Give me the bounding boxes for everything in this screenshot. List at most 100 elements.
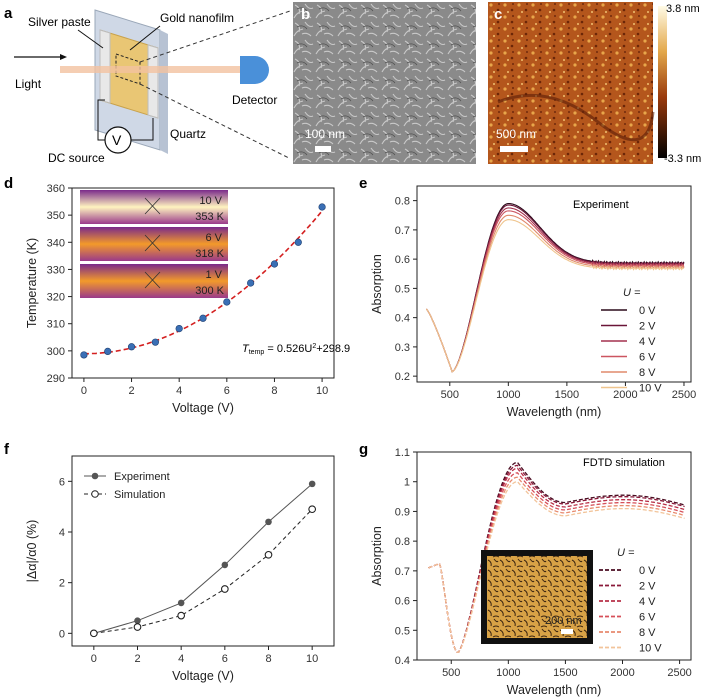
absorption-experiment-chart: e Experiment 500 1000 1500 2000 2500 0.2 0.3 0.…	[359, 175, 696, 419]
silver-paste-right	[147, 44, 159, 119]
y-tick-label: 0.5	[395, 625, 410, 637]
y-tick-label: 0.4	[395, 655, 410, 667]
fdtd-title: FDTD simulation	[583, 457, 665, 469]
legend-label: 8 V	[639, 367, 656, 379]
afm-scale-label: 500 nm	[496, 127, 536, 141]
y-tick-label: 360	[47, 183, 65, 195]
legend-label: 8 V	[639, 627, 656, 639]
silver-paste-pointer	[77, 29, 104, 49]
quartz-edge	[160, 30, 168, 154]
y-axis-label: |Δα|/α0 (%)	[25, 520, 39, 583]
x-tick-label: 2500	[672, 389, 696, 401]
y-tick-label: 340	[47, 237, 65, 249]
simulation-point	[133, 623, 142, 631]
experiment-point	[221, 561, 229, 569]
experiment-point	[177, 599, 185, 607]
y-axis-label: Temperature (K)	[25, 238, 39, 328]
data-point	[80, 351, 88, 359]
experiment-line	[93, 483, 313, 634]
data-point	[294, 238, 302, 246]
plot-frame	[416, 451, 692, 661]
inset-temperature: 318 K	[195, 248, 224, 260]
x-tick-label: 6	[224, 385, 230, 397]
simulation-point	[220, 585, 229, 593]
data-point	[247, 279, 255, 287]
simulation-point	[308, 505, 317, 514]
x-axis-label: Voltage (V)	[172, 401, 234, 415]
x-tick-label: 10	[316, 385, 328, 397]
x-tick-label: 2000	[613, 389, 637, 401]
x-tick-label: 4	[176, 385, 182, 397]
y-tick-label: 1	[404, 477, 410, 489]
data-point	[199, 314, 207, 322]
light-arrow-head	[60, 54, 67, 60]
legend-simulation-label: Simulation	[114, 489, 165, 501]
plot-frame	[71, 187, 335, 379]
fit-curve	[83, 210, 323, 355]
experiment-point	[265, 518, 272, 526]
y-axis-label: Absorption	[370, 526, 384, 586]
legend-label: 2 V	[639, 581, 656, 593]
zoom-line-top	[139, 10, 290, 63]
colorbar-max: 3.8 nm	[666, 3, 700, 15]
panel-label-b: b	[301, 6, 310, 23]
legend-label: 4 V	[639, 336, 656, 348]
x-tick-label: 2500	[667, 667, 691, 679]
y-tick-label: 4	[59, 527, 65, 539]
voltmeter-label: V	[112, 132, 122, 148]
x-tick-label: 0	[81, 385, 87, 397]
y-tick-label: 0.5	[395, 283, 410, 295]
thermal-image	[80, 264, 228, 298]
x-tick-label: 10	[306, 653, 318, 665]
y-tick-label: 320	[47, 292, 65, 304]
crosshair	[144, 271, 161, 289]
y-axis-label: Absorption	[370, 254, 384, 314]
sem-image-panel: b 100 nm	[293, 2, 476, 164]
x-tick-label: 500	[442, 667, 460, 679]
plot-frame	[71, 455, 335, 647]
quartz-label: Quartz	[170, 127, 206, 141]
simulation-point	[177, 611, 186, 620]
legend-simulation-marker	[91, 490, 99, 498]
legend-label: 0 V	[639, 565, 656, 577]
y-tick-label: 0	[59, 628, 65, 640]
spectrum-line	[425, 214, 685, 373]
panel-label-e: e	[359, 175, 367, 192]
y-tick-label: 310	[47, 319, 65, 331]
y-tick-label: 6	[59, 476, 65, 488]
x-tick-label: 4	[178, 653, 184, 665]
legend-label: 2 V	[639, 321, 656, 333]
simulation-line	[93, 508, 313, 634]
spectrum-line	[425, 219, 685, 373]
crosshair	[144, 197, 161, 215]
legend-label: 10 V	[639, 643, 662, 655]
y-tick-label: 300	[47, 346, 65, 358]
simulation-point	[89, 629, 98, 638]
light-beam	[60, 66, 240, 73]
inset-voltage: 1 V	[205, 269, 222, 281]
y-tick-label: 0.3	[395, 342, 410, 354]
x-axis-label: Wavelength (nm)	[507, 683, 602, 697]
legend-title: U =	[623, 287, 641, 299]
legend-experiment-label: Experiment	[114, 471, 170, 483]
sem-texture	[293, 2, 476, 164]
colorbar-min: -3.3 nm	[664, 153, 701, 164]
legend-label: 0 V	[639, 305, 656, 317]
y-tick-label: 2	[59, 578, 65, 590]
experiment-title: Experiment	[573, 199, 629, 211]
y-tick-label: 0.9	[395, 506, 410, 518]
light-label: Light	[15, 77, 42, 91]
detector-icon	[240, 56, 269, 84]
temperature-chart: d 10 V 353 K 6 V 318 K 1 V 300 K Ttemp = 0.52…	[4, 175, 350, 415]
x-tick-label: 1000	[496, 389, 520, 401]
y-tick-label: 0.7	[395, 566, 410, 578]
crosshair	[144, 234, 161, 252]
panel-label-a: a	[4, 5, 13, 22]
gold-nanofilm-pointer	[129, 25, 161, 51]
y-tick-label: 0.2	[395, 371, 410, 383]
y-tick-label: 0.6	[395, 254, 410, 266]
x-tick-label: 8	[271, 385, 277, 397]
legend-label: 6 V	[639, 352, 656, 364]
plot-frame	[416, 185, 692, 383]
experiment-point	[134, 617, 141, 624]
